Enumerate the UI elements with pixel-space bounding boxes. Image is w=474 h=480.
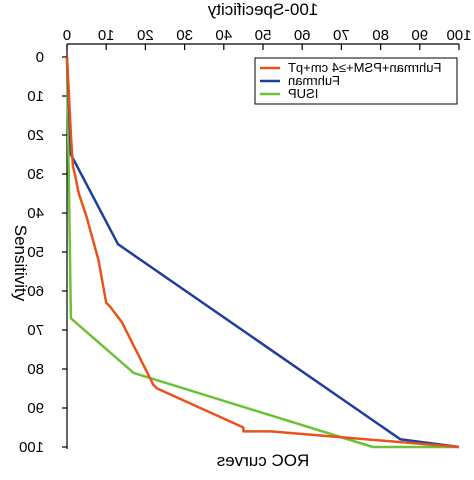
x-tick-label: 20	[137, 27, 154, 44]
y-tick-label: 40	[27, 205, 44, 222]
x-tick-label: 60	[294, 27, 311, 44]
chart-title: ROC curves	[217, 451, 310, 470]
y-tick-label: 100	[19, 439, 44, 456]
x-tick-label: 70	[333, 27, 350, 44]
series-line	[65, 56, 460, 449]
y-tick-label: 50	[27, 244, 44, 261]
series-line	[65, 56, 460, 449]
legend-box	[254, 57, 458, 105]
x-tick-label: 40	[215, 27, 232, 44]
y-tick-label: 60	[27, 283, 44, 300]
x-tick-label: 10	[98, 27, 115, 44]
x-tick-label: 90	[411, 27, 428, 44]
series-layer	[65, 56, 460, 449]
x-tick-label: 100	[446, 27, 471, 44]
y-tick-label: 20	[27, 127, 44, 144]
y-tick-label: 10	[27, 88, 44, 105]
legend-label: ISUP	[288, 86, 318, 101]
x-axis-title: 100-Specificity	[207, 0, 318, 19]
y-tick-label: 30	[27, 166, 44, 183]
x-tick-label: 50	[255, 27, 272, 44]
x-axis-ticks: 0 10 20 30 40 50 60 70 80 90 100	[63, 27, 472, 50]
x-tick-label: 30	[176, 27, 193, 44]
x-tick-label: 0	[63, 27, 71, 44]
series-line	[65, 56, 459, 449]
y-tick-label: 80	[27, 361, 44, 378]
y-tick-label: 70	[27, 322, 44, 339]
x-tick-label: 80	[372, 27, 389, 44]
legend-label: Fuhrman+PSM+≥4 cm+pT	[288, 60, 442, 75]
y-tick-label: 0	[36, 49, 44, 66]
legend-label: Fuhrman	[288, 73, 340, 88]
y-tick-label: 90	[27, 400, 44, 417]
y-axis-ticks: 0 10 20 30 40 50 60 70 80 90 100	[19, 49, 67, 456]
y-axis-title: Sensitivity	[11, 225, 30, 302]
axes-frame	[66, 43, 459, 449]
